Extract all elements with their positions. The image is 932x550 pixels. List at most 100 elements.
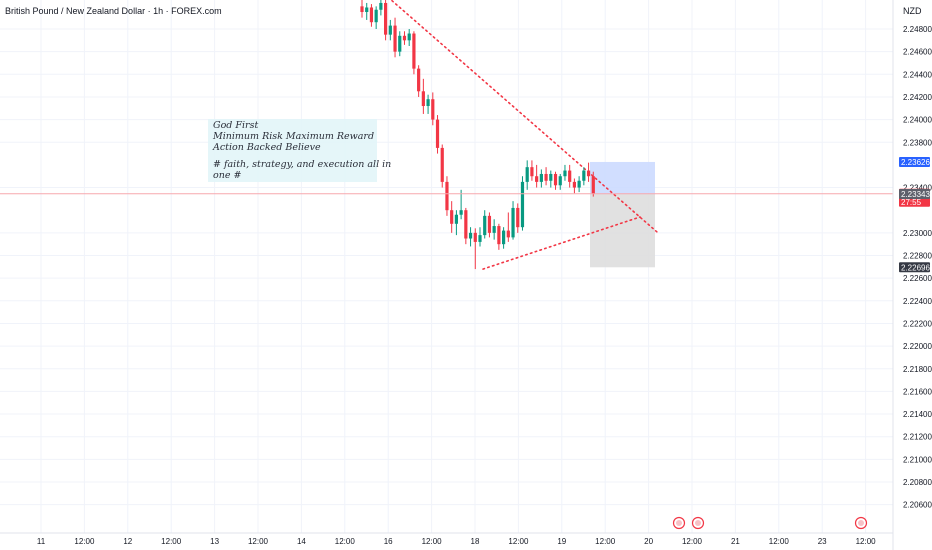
candle — [435, 115, 440, 154]
candle-body — [393, 25, 397, 52]
candle — [577, 176, 581, 193]
time-tick: 19 — [557, 537, 566, 546]
candle — [544, 167, 548, 186]
candle — [506, 212, 510, 242]
symbol-title: British Pound / New Zealand Dollar · 1h … — [5, 6, 222, 16]
price-tick: 2.21000 — [903, 455, 932, 464]
candle — [379, 0, 383, 16]
time-tick: 12:00 — [422, 537, 443, 546]
price-tag: 2.23626 — [899, 156, 930, 167]
candle — [478, 227, 482, 247]
candle-body — [511, 207, 515, 238]
candle — [445, 176, 449, 216]
time-tick: 12 — [123, 537, 132, 546]
price-tag: 2.23343 — [899, 189, 930, 200]
economic-events[interactable] — [672, 516, 868, 530]
candle — [369, 4, 374, 27]
time-tick: 12:00 — [508, 537, 529, 546]
candle-body — [388, 25, 392, 35]
note-line: # faith, strategy, and execution all in — [213, 159, 392, 170]
time-tick: 12:00 — [769, 537, 790, 546]
candle-body — [398, 35, 402, 52]
price-tag-bg — [899, 189, 930, 200]
candle-body — [478, 235, 482, 242]
candle — [591, 171, 595, 197]
candle — [539, 169, 543, 188]
time-tick: 23 — [818, 537, 827, 546]
candle-body — [586, 170, 591, 177]
time-tick: 12:00 — [74, 537, 95, 546]
candle — [365, 2, 369, 20]
candle-body — [577, 180, 581, 188]
candle-body — [379, 2, 383, 10]
candle — [487, 212, 492, 238]
candle — [407, 29, 411, 46]
price-tick: 2.22800 — [903, 252, 932, 261]
candle — [360, 0, 364, 18]
candle-body — [402, 35, 407, 41]
time-tick: 21 — [731, 537, 740, 546]
candle — [568, 164, 572, 188]
candle — [520, 176, 525, 231]
price-tick: 2.24000 — [903, 116, 932, 125]
candle — [586, 162, 591, 182]
candle-body — [520, 181, 525, 228]
candle-body — [407, 33, 411, 41]
candle-body — [431, 99, 435, 120]
target-zone[interactable] — [590, 161, 655, 195]
price-tick: 2.21800 — [903, 365, 932, 374]
price-tag-text: 2.23626 — [901, 158, 930, 167]
text-note[interactable]: God First Minimum Risk Maximum Reward Ac… — [208, 119, 391, 182]
candle — [558, 173, 562, 190]
candle-body — [421, 91, 425, 107]
event-flag-core — [676, 520, 682, 526]
price-tick: 2.22400 — [903, 297, 932, 306]
candle — [549, 170, 553, 188]
time-tick: 12:00 — [335, 537, 356, 546]
note-line: Minimum Risk Maximum Reward — [213, 131, 375, 142]
candle — [464, 207, 468, 245]
candle-body — [582, 170, 586, 181]
candle — [402, 31, 407, 45]
price-tick: 2.24600 — [903, 48, 932, 57]
candle-body — [497, 226, 501, 245]
candle — [388, 19, 392, 41]
price-tick: 2.24800 — [903, 25, 932, 34]
note-line: Action Backed Believe — [213, 142, 321, 153]
candle — [374, 6, 378, 29]
candle-body — [487, 215, 492, 233]
price-tag: 2.22696 — [899, 262, 930, 273]
price-tag-text: 2.23343 — [901, 190, 930, 199]
candle-body — [412, 33, 416, 69]
candle — [525, 160, 529, 190]
price-tag-bg — [899, 262, 930, 273]
candle-body — [558, 176, 562, 186]
event-flag-core — [858, 520, 864, 526]
candle-body — [539, 173, 543, 182]
price-tick: 2.23000 — [903, 229, 932, 238]
candle — [468, 227, 473, 247]
currency-label: NZD — [903, 6, 922, 16]
time-tick: 12:00 — [161, 537, 182, 546]
candlestick-series — [360, 0, 595, 270]
price-axis[interactable]: 2.24800 2.24600 2.24400 2.24200 2.24000 2.238… — [892, 0, 932, 550]
time-tick: 16 — [384, 537, 393, 546]
event-flag-icon — [672, 516, 686, 530]
note-line: God First — [213, 120, 259, 131]
candle-body — [553, 173, 558, 186]
candle — [384, 0, 388, 41]
price-tick: 2.21600 — [903, 387, 932, 396]
candle — [563, 164, 567, 181]
stop-zone[interactable] — [590, 194, 655, 268]
candle — [553, 171, 558, 190]
candle — [421, 78, 425, 114]
price-tick: 2.22600 — [903, 274, 932, 283]
note-line: one # — [213, 170, 242, 181]
time-tick: 14 — [297, 537, 306, 546]
candle-body — [568, 170, 572, 182]
candle — [431, 92, 435, 126]
time-axis[interactable]: 11 12:00 12 12:00 13 12:00 14 12:00 16 12:00 18 12:… — [0, 532, 893, 546]
price-tick: 2.21200 — [903, 433, 932, 442]
